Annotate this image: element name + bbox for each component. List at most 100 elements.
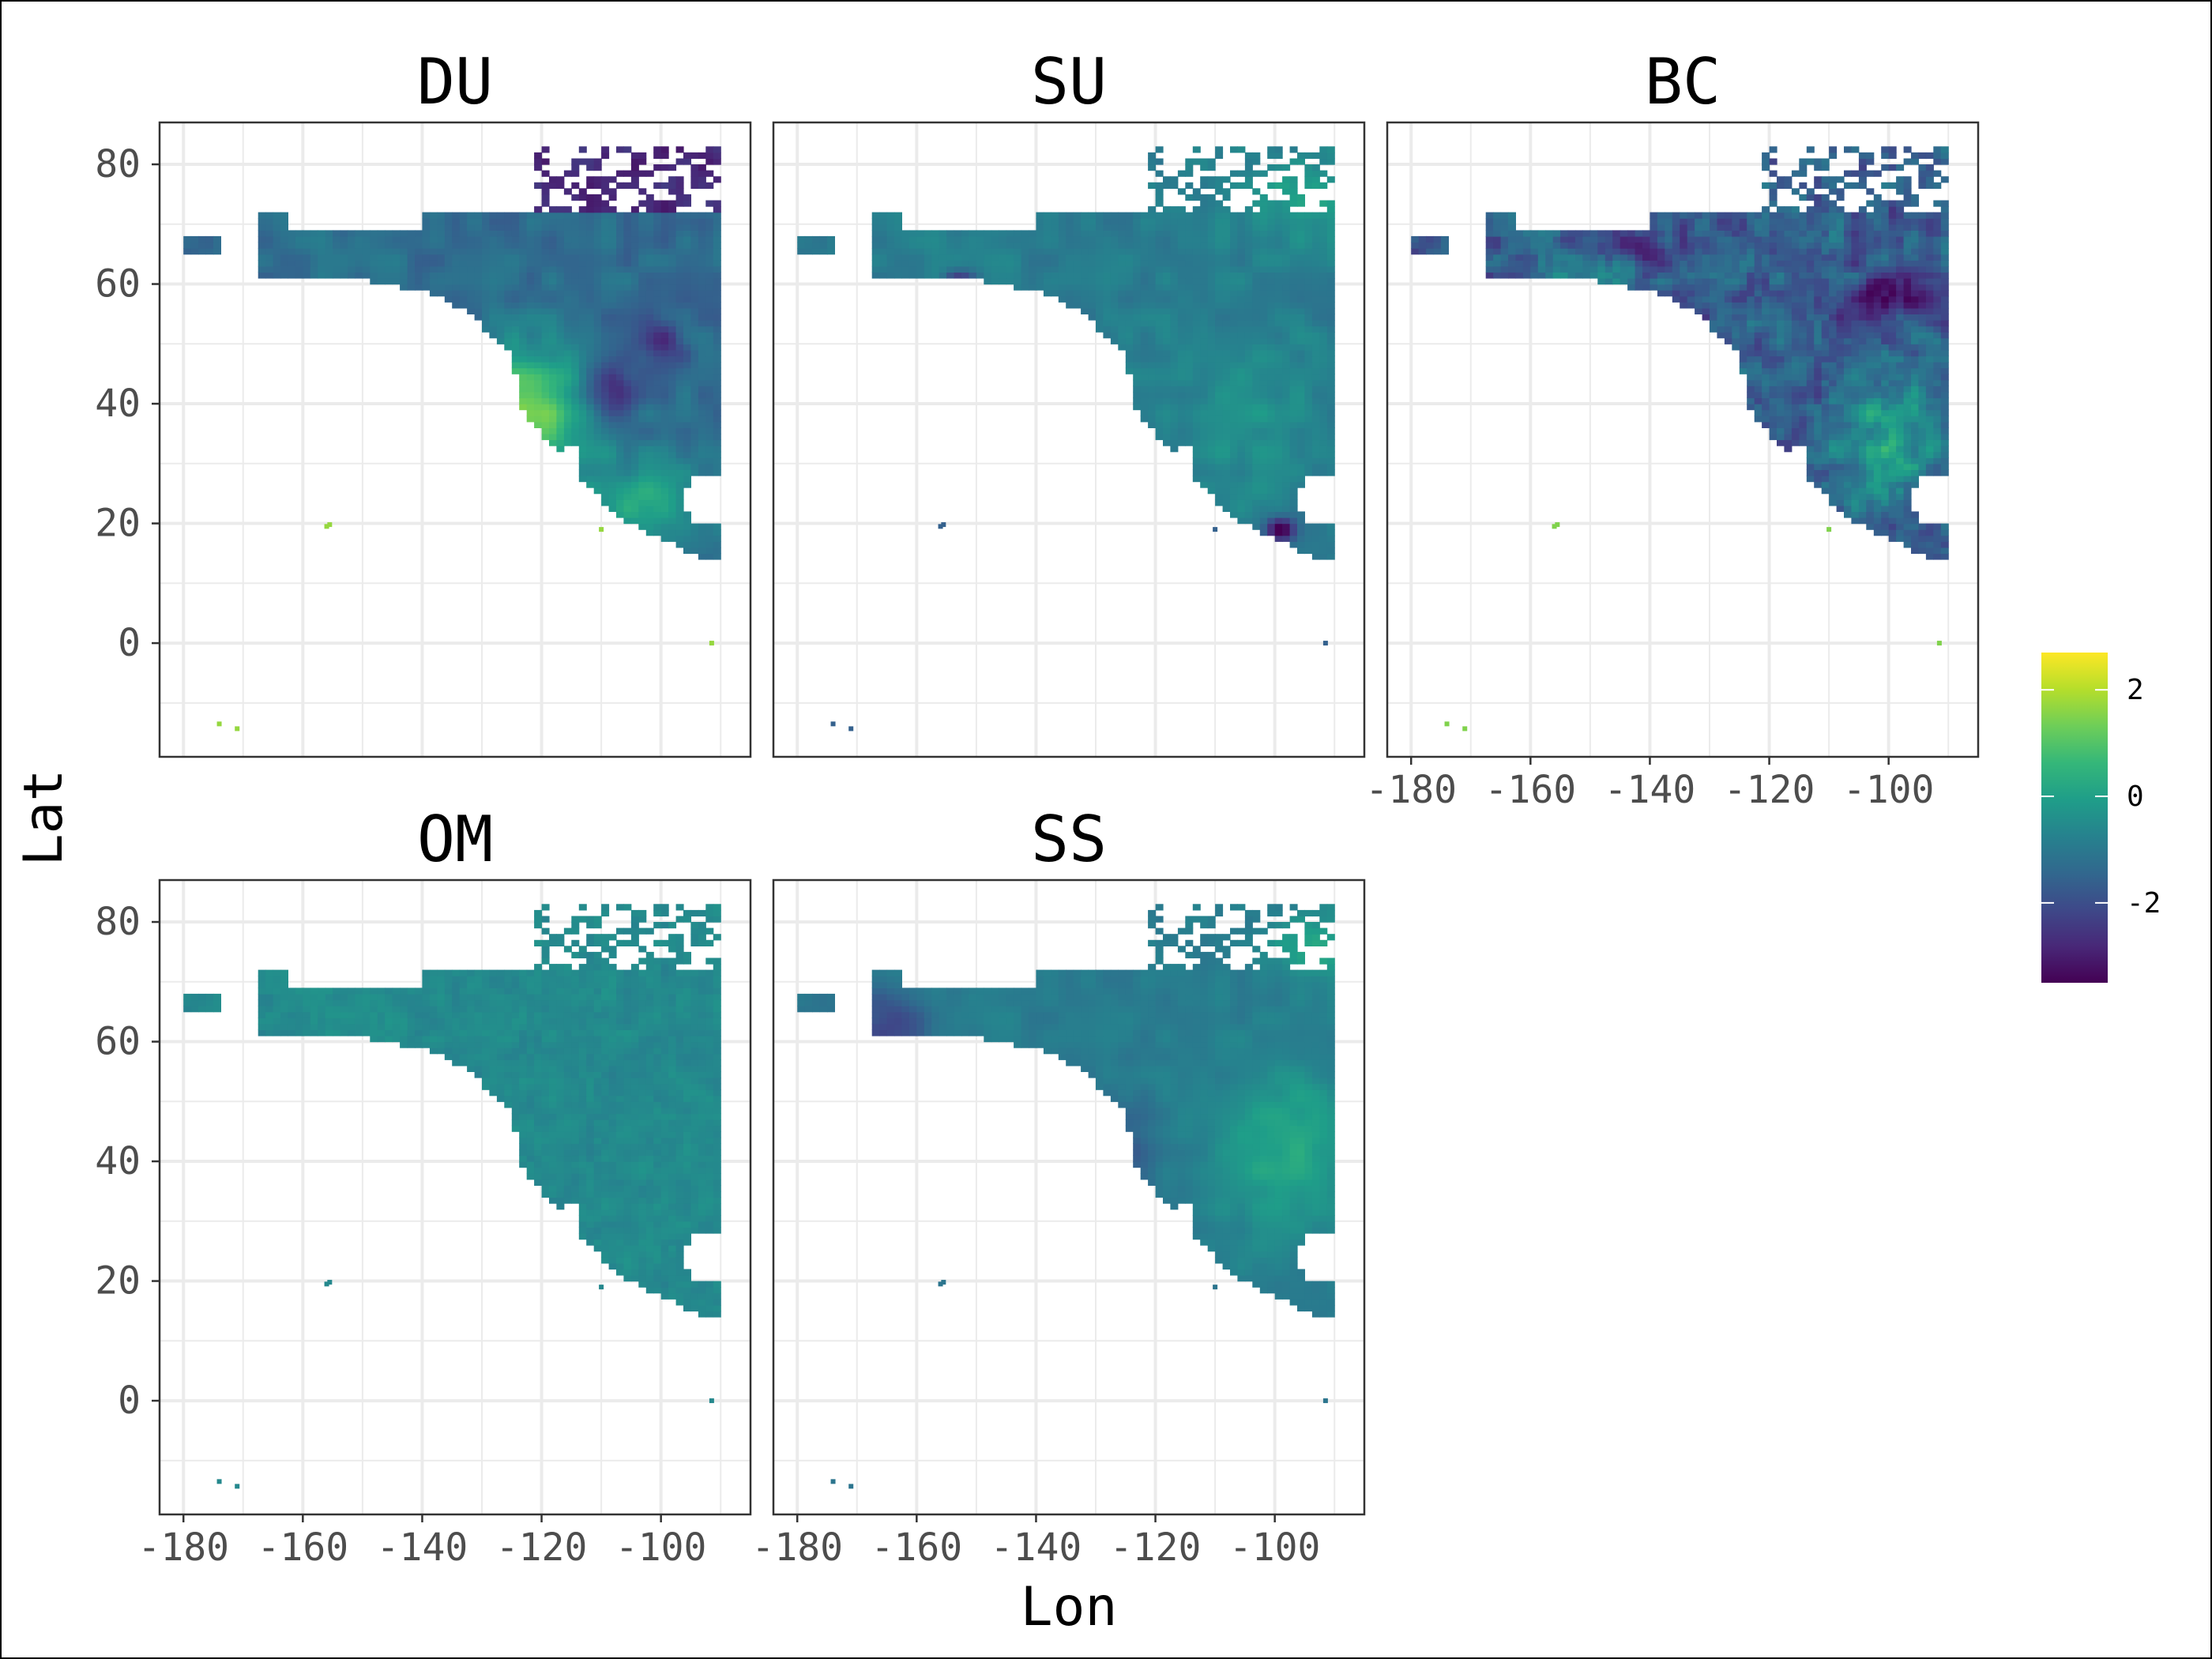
heatmap-cell <box>623 320 632 327</box>
heatmap-cell <box>675 535 684 542</box>
heatmap-cell <box>690 260 699 267</box>
heatmap-cell <box>1155 254 1164 261</box>
heatmap-cell <box>653 481 662 488</box>
heatmap-cell <box>1844 344 1852 351</box>
heatmap-cell <box>1133 212 1142 219</box>
heatmap-cell <box>1289 476 1298 483</box>
heatmap-cell <box>886 230 895 237</box>
heatmap-cell <box>894 212 902 219</box>
heatmap-cell <box>638 476 647 483</box>
heatmap-cell <box>1207 446 1216 453</box>
heatmap-cell <box>1732 290 1740 297</box>
heatmap-cell <box>1118 235 1127 243</box>
heatmap-cell <box>1680 265 1688 273</box>
heatmap-cell <box>871 254 880 261</box>
heatmap-cell <box>1282 499 1291 506</box>
heatmap-cell <box>489 224 498 231</box>
heatmap-cell <box>1282 164 1291 171</box>
heatmap-cell <box>1940 362 1949 369</box>
heatmap-cell <box>1933 349 1942 357</box>
heatmap-cell <box>608 349 617 357</box>
heatmap-cell <box>1222 254 1231 261</box>
heatmap-cell <box>653 397 662 404</box>
heatmap-cell <box>1918 265 1927 273</box>
panel-bc: BC-180 -160 -140 -120 -100 <box>1365 45 1980 812</box>
heatmap-cell <box>1244 284 1253 291</box>
heatmap-cell <box>675 427 684 434</box>
heatmap-cell <box>1311 242 1320 249</box>
heatmap-cell <box>1297 476 1305 483</box>
heatmap-cell <box>705 529 714 536</box>
heatmap-cell <box>1148 272 1157 279</box>
heatmap-cell <box>1125 295 1134 303</box>
heatmap-cell <box>1133 397 1142 404</box>
heatmap-cell <box>526 367 535 374</box>
heatmap-cell <box>616 182 624 189</box>
heatmap-cell <box>1244 457 1253 465</box>
heatmap-cell <box>819 242 828 249</box>
heatmap-cell <box>931 265 940 273</box>
heatmap-cell <box>1274 307 1283 314</box>
heatmap-cell <box>623 272 632 279</box>
heatmap-cell <box>205 235 214 243</box>
heatmap-cell <box>541 200 550 207</box>
heatmap-cell <box>616 505 624 512</box>
heatmap-cell <box>608 374 617 381</box>
heatmap-cell <box>1311 272 1320 279</box>
heatmap-cell <box>1043 230 1051 237</box>
heatmap-cell <box>705 547 714 555</box>
heatmap-cell <box>1244 344 1253 351</box>
heatmap-cell <box>1259 404 1268 411</box>
heatmap-cell <box>549 337 557 344</box>
heatmap-cell <box>1710 278 1717 285</box>
heatmap-cell <box>1873 314 1882 321</box>
heatmap-cell <box>698 218 706 225</box>
heatmap-cell <box>1940 278 1949 285</box>
heatmap-cell <box>273 230 281 237</box>
heatmap-cell <box>668 386 677 393</box>
heatmap-cell <box>1806 320 1815 327</box>
heatmap-cell <box>1791 404 1800 411</box>
heatmap-cell <box>549 427 557 434</box>
heatmap-cell <box>1791 290 1800 297</box>
heatmap-cell <box>698 170 706 177</box>
heatmap-cell <box>1200 409 1209 416</box>
heatmap-cell <box>1222 314 1231 321</box>
heatmap-cell <box>1200 332 1209 339</box>
heatmap-cell <box>1717 284 1725 291</box>
heatmap-cell <box>1873 386 1882 393</box>
heatmap-cell <box>638 307 647 314</box>
heatmap-cell <box>601 254 610 261</box>
heatmap-cell <box>1319 427 1328 434</box>
heatmap-cell <box>1319 349 1328 357</box>
heatmap-cell <box>1155 182 1164 189</box>
heatmap-cell <box>1207 212 1216 219</box>
heatmap-cell <box>1118 325 1127 333</box>
heatmap-cell <box>616 212 624 219</box>
heatmap-cell <box>1319 260 1328 267</box>
heatmap-cell <box>1133 235 1142 243</box>
heatmap-cell <box>1222 337 1231 344</box>
heatmap-cell <box>1073 265 1082 273</box>
heatmap-cell <box>1326 218 1335 225</box>
heatmap-cell <box>1230 146 1238 153</box>
heatmap-cell <box>1155 260 1164 267</box>
heatmap-cell <box>601 367 610 374</box>
heatmap-cell <box>1710 295 1717 303</box>
heatmap-cell <box>630 260 639 267</box>
heatmap-cell <box>1769 337 1778 344</box>
heatmap-cell <box>571 290 580 297</box>
heatmap-cell <box>333 248 341 255</box>
heatmap-cell <box>1252 493 1261 500</box>
heatmap-cell <box>1754 374 1762 381</box>
heatmap-cell <box>1230 463 1238 470</box>
heatmap-cell <box>1777 332 1785 339</box>
heatmap-cell <box>1925 379 1934 386</box>
heatmap-cell <box>1163 254 1171 261</box>
heatmap-cell <box>1267 290 1276 297</box>
heatmap-cell <box>1858 265 1867 273</box>
heatmap-cell <box>1267 212 1276 219</box>
heatmap-cell <box>1769 379 1778 386</box>
heatmap-cell <box>1918 320 1927 327</box>
heatmap-cell <box>1311 170 1320 177</box>
